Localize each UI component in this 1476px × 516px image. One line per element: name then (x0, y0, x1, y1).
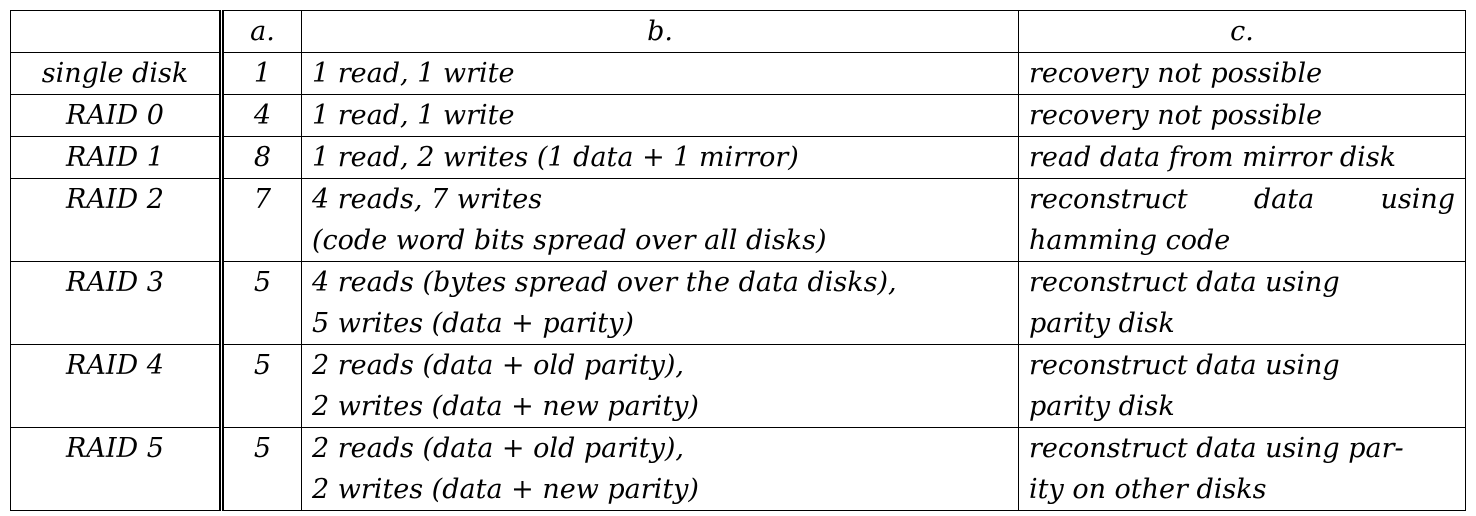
row-a-cell: 5 (221, 261, 302, 345)
row-b-line: 2 reads (data + old parity), (312, 433, 685, 464)
row-a-cell: 7 (221, 178, 302, 262)
row-name-cell: RAID 0 (10, 94, 224, 137)
row-b-line: 2 writes (data + new parity) (312, 391, 699, 422)
row-name-cell: RAID 3 (10, 261, 224, 345)
row-b-line: (code word bits spread over all disks) (312, 225, 827, 256)
row-b-cell: 1 read, 1 write (301, 52, 1019, 95)
row-c-cell: recovery not possible (1018, 94, 1466, 137)
row-name-cell: RAID 1 (10, 136, 224, 179)
row-a-cell: 5 (221, 344, 302, 428)
row-b-cell: 2 reads (data + old parity), 2 writes (da… (301, 344, 1019, 428)
row-c-cell: reconstruct data using parity disk (1018, 261, 1466, 345)
row-c-line: ity on other disks (1029, 474, 1267, 505)
row-c-line: reconstruct data using (1029, 267, 1340, 298)
table-body: single disk 1 1 read, 1 write recovery not … (10, 52, 1466, 511)
row-a-cell: 8 (221, 136, 302, 179)
row-c-line: recovery not possible (1029, 100, 1323, 131)
row-a-cell: 1 (221, 52, 302, 95)
row-c-line: parity disk (1029, 308, 1175, 339)
row-c-line: read data from mirror disk (1029, 142, 1397, 173)
row-c-line: reconstruct data using par- (1029, 433, 1404, 464)
raid-comparison-table: a. b. c. single disk 1 1 read, 1 write reco… (10, 10, 1466, 511)
row-a-cell: 4 (221, 94, 302, 137)
row-name-cell: RAID 5 (10, 427, 224, 511)
row-c-cell: reconstruct data using parity disk (1018, 344, 1466, 428)
row-c-cell: read data from mirror disk (1018, 136, 1466, 179)
row-b-line: 1 read, 2 writes (1 data + 1 mirror) (312, 142, 799, 173)
row-b-line: 2 reads (data + old parity), (312, 350, 685, 381)
row-b-line: 5 writes (data + parity) (312, 308, 634, 339)
row-c-cell: recovery not possible (1018, 52, 1466, 95)
row-b-cell: 1 read, 2 writes (1 data + 1 mirror) (301, 136, 1019, 179)
row-b-line: 1 read, 1 write (312, 100, 515, 131)
row-b-cell: 4 reads, 7 writes (code word bits spread … (301, 178, 1019, 262)
row-c-line: recovery not possible (1029, 58, 1323, 89)
row-name-cell: RAID 2 (10, 178, 224, 262)
row-c-cell: reconstruct data using hamming code (1018, 178, 1466, 262)
row-c-line: hamming code (1029, 225, 1231, 256)
row-b-cell: 4 reads (bytes spread over the data disk… (301, 261, 1019, 345)
header-cell-name (10, 10, 224, 53)
row-b-line: 4 reads (bytes spread over the data disk… (312, 267, 897, 298)
row-b-cell: 1 read, 1 write (301, 94, 1019, 137)
row-c-line: reconstruct data using (1029, 350, 1340, 381)
row-b-line: 2 writes (data + new parity) (312, 474, 699, 505)
row-name-cell: single disk (10, 52, 224, 95)
row-a-cell: 5 (221, 427, 302, 511)
table-row: single disk 1 1 read, 1 write recovery not … (10, 52, 1466, 95)
header-cell-c: c. (1018, 10, 1466, 53)
row-c-line: parity disk (1029, 391, 1175, 422)
row-c-line: reconstruct data using (1029, 184, 1455, 215)
header-row: a. b. c. (10, 10, 1466, 53)
header-cell-b: b. (301, 10, 1019, 53)
row-b-cell: 2 reads (data + old parity), 2 writes (da… (301, 427, 1019, 511)
header-cell-a: a. (221, 10, 302, 53)
row-b-line: 1 read, 1 write (312, 58, 515, 89)
row-c-cell: reconstruct data using par-ity on other … (1018, 427, 1466, 511)
row-name-cell: RAID 4 (10, 344, 224, 428)
raid-comparison-table-container: a. b. c. single disk 1 1 read, 1 write reco… (10, 10, 1466, 511)
row-b-line: 4 reads, 7 writes (312, 184, 543, 215)
